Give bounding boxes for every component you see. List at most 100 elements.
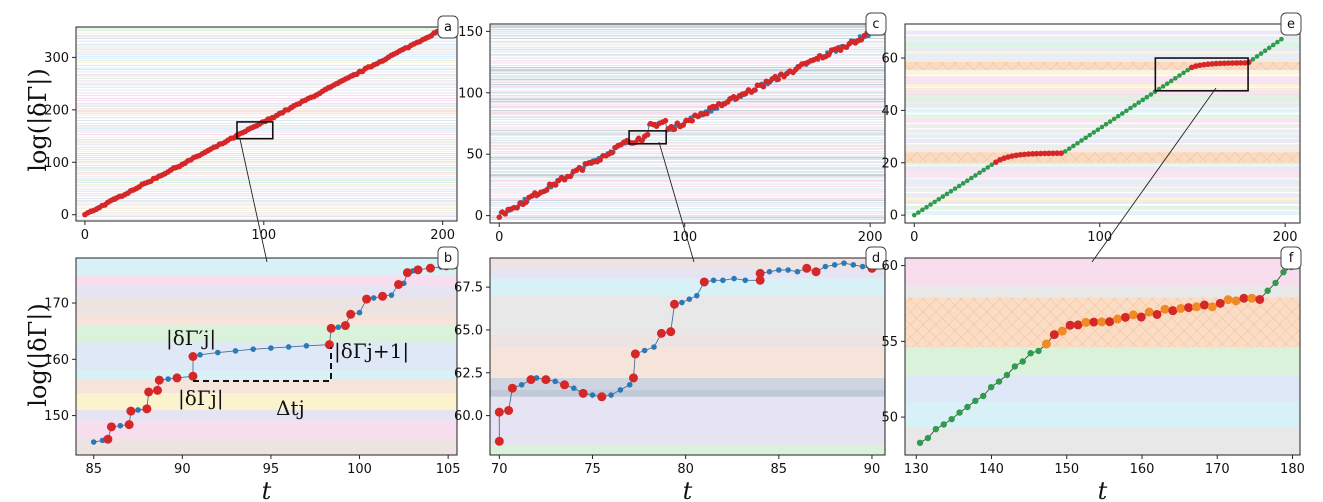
red-point-f [1041,339,1051,349]
green-point-e [965,178,970,183]
red-point-f [1097,317,1107,327]
red-point-c [704,110,710,117]
green-point-e [1124,108,1129,114]
green-point-e [1140,97,1146,103]
green-point-e [1254,54,1260,59]
green-point-e [960,181,966,186]
panel-badge-label-b: b [444,251,452,266]
green-point-e [1185,67,1190,73]
y-axis-label-bottom: log(|δΓ|) [24,303,53,407]
green-point-f [1280,268,1287,276]
red-point-d [560,380,570,390]
green-point-f [972,397,979,405]
y-tick-label-e: 40 [881,104,898,119]
panel-badge-label-f: f [1289,251,1294,266]
connector-c-d [658,141,695,263]
data-point-d [626,381,633,388]
zoom-box-c [628,130,667,145]
green-point-f [956,409,963,416]
data-point-d [742,277,749,284]
red-point-f [1239,293,1249,303]
green-point-e [928,202,933,207]
red-point-b [402,268,412,278]
red-point-c [644,131,651,138]
green-point-f [940,421,947,428]
x-tick-label-a: 0 [81,228,89,243]
data-point-d [608,392,614,398]
red-point-e [1205,61,1211,68]
red-point-e [1029,151,1036,157]
x-tick-label-b: 85 [85,462,102,477]
red-point-e [1042,150,1048,157]
panel-a: 0 100 200 0 100 200 300 a [44,15,459,243]
red-point-f [1207,302,1217,312]
axes-frame-f [904,257,1301,456]
red-point-e [1229,60,1236,66]
y-tick-label-d: 60.0 [454,409,483,424]
y-tick-label-b: 170 [44,297,69,312]
red-point-b [346,309,356,319]
delta-t-bracket [193,347,332,382]
red-point-b [425,263,435,273]
green-point-e [1250,57,1256,62]
red-point-d [541,375,551,385]
red-point-d [494,407,504,417]
red-point-c [567,173,574,180]
panel-badge-e [1280,12,1302,36]
axes-frame-c [489,23,886,224]
green-point-e [1075,140,1080,146]
data-point-b [214,349,221,356]
red-point-e [1225,60,1232,66]
zoom-box-e [1154,57,1249,92]
green-point-e [920,207,925,213]
green-point-e [1120,111,1125,116]
red-point-f [1057,326,1067,336]
x-tick-label-e: 0 [910,230,918,245]
axes-frame-a [75,26,458,222]
red-point-f [1144,307,1154,317]
green-point-f [1011,363,1019,370]
red-point-e [1050,150,1056,157]
red-point-d [699,277,709,287]
panel-badge-label-e: e [1287,17,1295,32]
red-point-e [1233,60,1240,66]
red-point-e [1201,61,1207,68]
red-point-b [324,340,334,350]
red-point-c [662,117,669,124]
green-point-e [911,212,917,218]
panel-c: 0 100 200 0 50 100 150 c [458,12,887,245]
green-point-f [948,415,955,423]
green-point-e [936,196,942,202]
data-point-d [679,299,685,306]
green-point-e [1144,94,1150,100]
red-point-d [755,268,765,278]
green-point-e [1115,113,1121,119]
red-point-f [1136,312,1146,322]
red-point-c [638,137,645,144]
y-tick-label-e: 60 [881,52,898,67]
x-tick-label-c: 200 [858,230,883,245]
green-point-f [924,434,932,442]
red-point-f [1247,293,1257,303]
red-point-b [394,279,404,289]
plot-area-b [76,258,457,455]
red-point-b [188,371,198,381]
data-point-d [794,268,801,275]
green-point-e [981,167,986,173]
plot-area-a [76,27,457,220]
green-point-e [985,165,991,170]
data-point-d [859,263,866,270]
red-point-f [1049,330,1059,340]
red-point-d [597,392,607,402]
red-point-c [514,204,520,211]
red-point-c [523,199,529,206]
red-point-e [1033,150,1040,157]
annotation-dgamma-prime: |δΓ′j| [166,326,216,351]
red-point-b [126,406,136,416]
red-point-f [1128,310,1138,320]
x-tick-label-f: 160 [1130,462,1155,477]
red-point-d [666,327,676,337]
green-point-e [973,173,978,178]
x-tick-label-b: 90 [174,462,191,477]
panel-b: 85 90 95 100 105 150 160 170 t b [44,246,461,502]
